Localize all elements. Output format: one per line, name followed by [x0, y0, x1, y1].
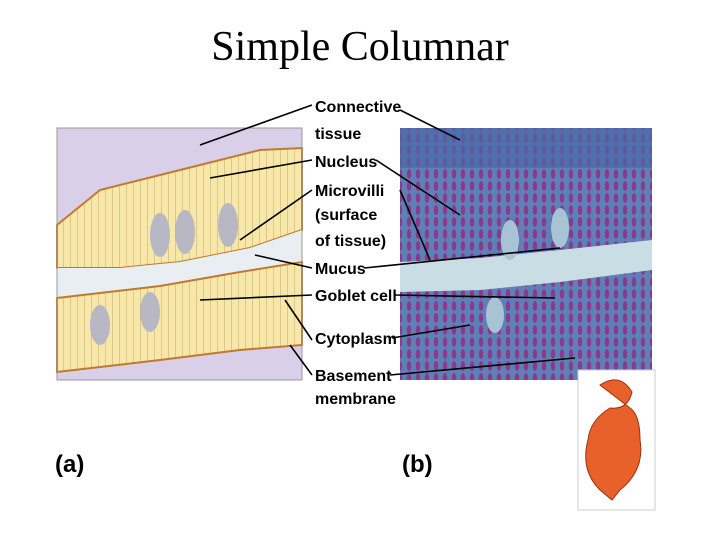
leader-line — [399, 189, 431, 261]
goblet-cell — [551, 208, 569, 248]
leader-line — [389, 357, 576, 376]
goblet-cell — [501, 220, 519, 260]
label-text: Mucus — [315, 261, 366, 278]
leader-line — [199, 104, 313, 146]
leader-line — [289, 344, 313, 376]
micrograph-b — [400, 128, 652, 380]
goblet-cell — [90, 305, 110, 345]
illustration-a — [56, 127, 303, 381]
digestive-organ-icon — [577, 369, 656, 511]
label-text: Basement — [315, 368, 392, 385]
panel-border — [56, 127, 303, 381]
label-text: Cytoplasm — [315, 331, 397, 348]
goblet-cell — [140, 292, 160, 332]
label-text: tissue — [315, 126, 361, 143]
leader-line — [375, 159, 461, 216]
panel-label: (a) — [55, 451, 84, 478]
connective-tissue — [400, 128, 652, 168]
leader-line — [254, 254, 313, 269]
goblet-cell — [218, 203, 238, 247]
goblet-cell — [175, 210, 195, 254]
goblet-cell — [486, 297, 504, 333]
leader-line — [284, 299, 313, 341]
labels: Connective tissue Nucleus Microvilli (su… — [315, 99, 401, 408]
label-text: (surface — [315, 207, 377, 224]
leader-line — [239, 189, 313, 241]
goblet-cell — [150, 213, 170, 257]
leader-line — [394, 294, 556, 299]
lumen — [400, 240, 652, 292]
intestines — [585, 379, 642, 501]
label-text: membrane — [315, 391, 396, 408]
leader-line — [399, 109, 461, 141]
label-text: of tissue) — [315, 233, 386, 250]
label-text: Nucleus — [315, 154, 377, 171]
leader-line — [199, 294, 313, 301]
slide-title: Simple Columnar — [211, 24, 509, 70]
leader-line — [363, 247, 561, 269]
leader-line — [391, 324, 471, 339]
label-text: Microvilli — [315, 183, 384, 200]
leader-line — [209, 159, 313, 179]
panel-label: (b) — [402, 451, 433, 478]
label-text: Connective — [315, 99, 401, 116]
leader-lines — [199, 104, 576, 376]
label-text: Goblet cell — [315, 288, 397, 305]
lumen — [57, 230, 302, 298]
